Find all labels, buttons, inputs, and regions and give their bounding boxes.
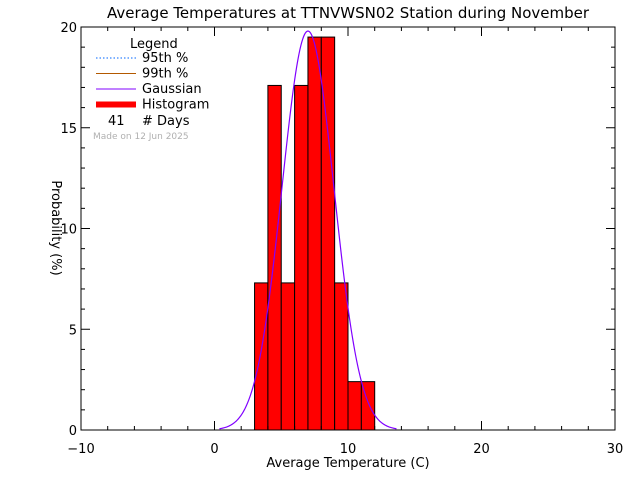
legend-days-label: # Days <box>142 114 190 129</box>
x-tick-label: 30 <box>607 442 624 457</box>
y-tick-label: 15 <box>60 122 77 137</box>
y-tick-label: 5 <box>69 323 77 338</box>
histogram-bar <box>347 381 362 431</box>
legend-entry-label: Histogram <box>142 98 209 113</box>
gaussian-curve <box>219 30 397 430</box>
x-tick-label: −10 <box>67 442 94 457</box>
legend-entry-label: 95th % <box>142 51 188 66</box>
x-tick-label: 20 <box>473 442 490 457</box>
histogram-bar <box>254 282 269 431</box>
histogram-bars <box>254 36 376 431</box>
legend-entry-label: 99th % <box>142 67 188 82</box>
y-tick-label: 20 <box>60 21 77 36</box>
histogram-bar <box>280 282 296 431</box>
histogram-bar <box>294 84 309 431</box>
x-axis-ticks: −10 0 10 20 30 <box>67 27 623 457</box>
legend-entry-label: Gaussian <box>142 82 202 97</box>
y-tick-label: 0 <box>69 424 77 439</box>
x-axis-label: Average Temperature (C) <box>266 456 429 471</box>
histogram-bar <box>307 36 322 431</box>
y-axis-label: Probability (%) <box>48 180 63 275</box>
chart-title: Average Temperatures at TTNVWSN02 Statio… <box>107 4 590 22</box>
legend-title: Legend <box>130 37 178 52</box>
histogram-bar <box>334 282 349 431</box>
x-tick-label: 0 <box>210 442 218 457</box>
x-tick-label: 10 <box>340 442 357 457</box>
y-tick-label: 10 <box>60 223 77 238</box>
legend-days-count: 41 <box>108 114 125 129</box>
y-axis-ticks: 0 5 10 15 20 <box>60 21 615 439</box>
watermark: Made on 12 Jun 2025 <box>93 132 189 142</box>
